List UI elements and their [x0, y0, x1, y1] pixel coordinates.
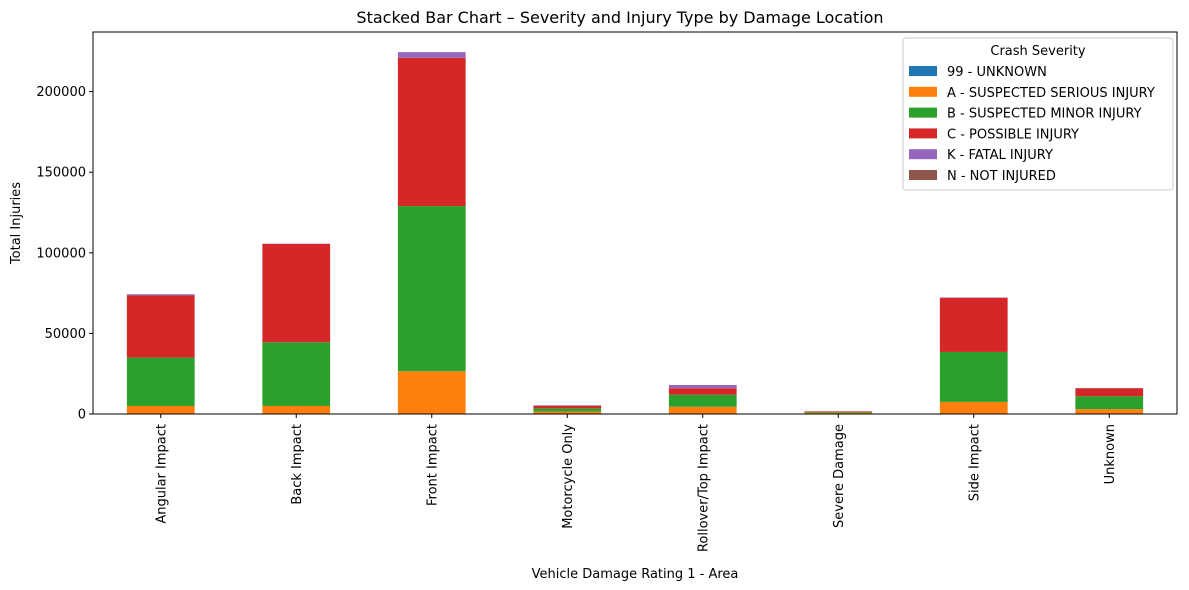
bar-segment [804, 411, 873, 413]
bar-segment [1075, 388, 1144, 397]
bar-segment [668, 394, 737, 407]
bar-segment [533, 405, 602, 409]
legend-swatch [909, 66, 937, 76]
legend-label: B - SUSPECTED MINOR INJURY [947, 107, 1142, 122]
bar-segment [668, 406, 737, 414]
bar-segment [533, 408, 602, 412]
legend-swatch [909, 170, 937, 180]
plot-frame [92, 31, 1178, 415]
x-tick-label: Side Impact [967, 424, 982, 501]
bar-segment [262, 342, 331, 406]
bar-segment [397, 206, 466, 372]
y-axis-label: Total Injuries [9, 182, 24, 265]
plot-area: Angular Impact Back Impact Front Impact Mot… [36, 31, 1178, 552]
legend-box [902, 37, 1174, 191]
y-tick-label: 200000 [36, 85, 86, 100]
bar-segment [533, 411, 602, 414]
bar-segment [397, 371, 466, 414]
legend-swatch [909, 107, 937, 118]
legend-label: A - SUSPECTED SERIOUS INJURY [947, 86, 1155, 101]
x-tick-label: Angular Impact [154, 424, 169, 524]
legend-label: 99 - UNKNOWN [947, 65, 1047, 80]
legend-swatch [909, 86, 937, 97]
bar-segment [939, 297, 1008, 352]
y-tick-label: 150000 [36, 166, 86, 181]
y-tick-label: 0 [78, 408, 86, 423]
bar-segment [1075, 396, 1144, 410]
y-tick-label: 50000 [45, 327, 86, 342]
x-tick-label: Rollover/Top Impact [696, 424, 711, 552]
legend: Crash Severity 99 - UNKNOWN A - SUSPECTED … [902, 37, 1174, 191]
x-tick-label: Motorcycle Only [561, 424, 576, 529]
legend-title: Crash Severity [990, 44, 1086, 59]
x-axis-label: Vehicle Damage Rating 1 - Area [532, 567, 739, 582]
bar-segment [668, 384, 737, 389]
bar-segment [668, 388, 737, 395]
chart-title: Stacked Bar Chart – Severity and Injury … [356, 8, 883, 27]
bar-segment [397, 52, 466, 58]
bar-segment [939, 351, 1008, 402]
x-tick-label: Back Impact [290, 424, 305, 505]
bar-segment [126, 357, 195, 406]
bar-segment [262, 243, 331, 343]
bar-segment [262, 405, 331, 414]
bar-segment [126, 295, 195, 358]
legend-label: C - POSSIBLE INJURY [947, 127, 1079, 142]
legend-label: K - FATAL INJURY [947, 148, 1053, 163]
x-tick-label: Front Impact [425, 424, 440, 506]
bar-segment [126, 405, 195, 414]
bar-segment [397, 57, 466, 207]
legend-swatch [909, 149, 937, 160]
x-tick-label: Severe Damage [832, 424, 847, 528]
bar-segment [126, 294, 195, 296]
y-tick-label: 100000 [36, 246, 86, 261]
bar-segment [1075, 409, 1144, 414]
legend-swatch [909, 128, 937, 139]
bar-segment [939, 401, 1008, 414]
legend-label: N - NOT INJURED [947, 169, 1056, 184]
x-tick-label: Unknown [1103, 424, 1118, 484]
bar-segment [804, 412, 873, 414]
